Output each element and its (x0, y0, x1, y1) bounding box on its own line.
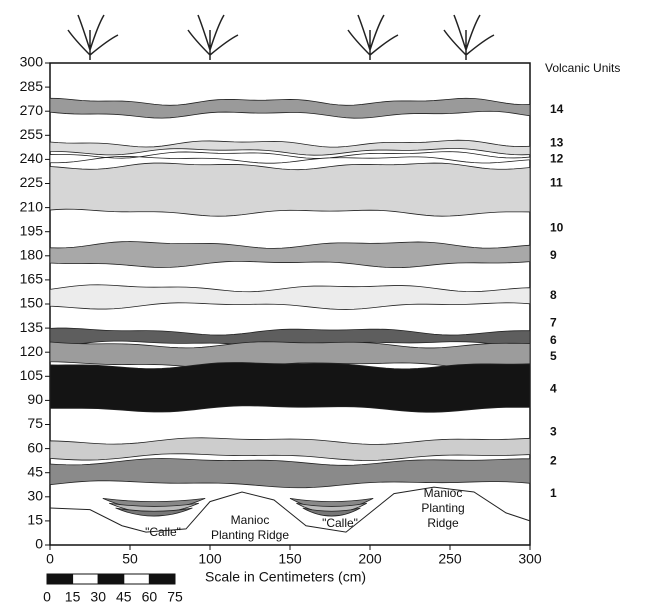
scale-bar-label: 45 (116, 589, 132, 605)
x-tick-label: 150 (278, 551, 302, 567)
scale-bar-label: 0 (43, 589, 51, 605)
layers (49, 14, 531, 533)
plant (187, 14, 239, 60)
scale-bar-segment (46, 573, 74, 585)
y-tick-label: 75 (27, 415, 43, 431)
annotation: Manioc (231, 513, 270, 527)
x-tick-label: 300 (518, 551, 542, 567)
x-tick-label: 50 (122, 551, 138, 567)
y-tick-label: 15 (27, 512, 43, 528)
unit-label: 6 (550, 333, 557, 347)
unit-label: 13 (550, 136, 564, 150)
annotation: "Calle" (322, 516, 358, 530)
y-tick-label: 0 (35, 536, 43, 552)
layer-band (49, 284, 531, 310)
labels: 0153045607590105120135150165180195210225… (20, 54, 564, 605)
scale-bar-segment (123, 573, 150, 585)
layer-band (49, 162, 531, 217)
plant (347, 14, 399, 60)
plant (67, 14, 119, 60)
y-tick-label: 270 (20, 102, 44, 118)
y-tick-label: 180 (20, 247, 44, 263)
y-tick-label: 165 (20, 271, 44, 287)
layer-band (49, 139, 531, 156)
x-axis-label: Scale in Centimeters (cm) (205, 569, 366, 585)
layer-band (49, 437, 531, 461)
annotation: Ridge (427, 516, 459, 530)
unit-label: 14 (550, 102, 564, 116)
unit-label: 11 (550, 176, 563, 190)
x-tick-label: 0 (46, 551, 54, 567)
annotation: Planting Ridge (211, 528, 289, 542)
ground-profile (49, 486, 531, 533)
y-tick-label: 45 (27, 463, 43, 479)
annotation: Planting (421, 501, 464, 515)
y-tick-label: 225 (20, 174, 44, 190)
scale-bar-label: 30 (90, 589, 106, 605)
unit-label: 5 (550, 349, 557, 363)
y-tick-label: 195 (20, 222, 44, 238)
unit-label: 4 (550, 381, 557, 395)
layer-band (49, 151, 531, 164)
scale-bar-label: 15 (65, 589, 81, 605)
y-tick-label: 60 (27, 439, 43, 455)
scale-bar-label: 60 (142, 589, 158, 605)
calle-fill (302, 507, 361, 517)
unit-label: 2 (550, 454, 557, 468)
x-tick-label: 200 (358, 551, 382, 567)
scale-bar-segment (148, 573, 176, 585)
unit-label: 1 (550, 486, 557, 500)
y-tick-label: 120 (20, 343, 44, 359)
y-tick-label: 255 (20, 126, 44, 142)
y-tick-label: 150 (20, 295, 44, 311)
unit-label: 7 (550, 315, 557, 329)
y-tick-label: 90 (27, 391, 43, 407)
scale-bar-label: 75 (167, 589, 183, 605)
scale-bar-segment (97, 573, 125, 585)
layer-band (49, 97, 531, 119)
unit-label: 8 (550, 288, 557, 302)
x-tick-label: 250 (438, 551, 462, 567)
x-tick-label: 100 (198, 551, 222, 567)
unit-label: 10 (550, 221, 564, 235)
layer-band (49, 458, 531, 489)
y-tick-label: 105 (20, 367, 44, 383)
layer-band (49, 362, 531, 413)
y-tick-label: 135 (20, 319, 44, 335)
y-tick-label: 210 (20, 198, 44, 214)
y-tick-label: 300 (20, 54, 44, 70)
unit-label: 12 (550, 152, 564, 166)
plant (443, 14, 495, 60)
unit-label: 9 (550, 248, 557, 262)
y-tick-label: 240 (20, 150, 44, 166)
annotation: Manioc (424, 486, 463, 500)
y-tick-label: 30 (27, 488, 43, 504)
scale-bar-segment (72, 573, 99, 585)
units-title: Volcanic Units (545, 61, 620, 75)
calle-fill (115, 507, 193, 517)
annotation: "Calle" (145, 525, 181, 539)
y-tick-label: 285 (20, 78, 44, 94)
layer-band (49, 241, 531, 269)
unit-label: 3 (550, 425, 557, 439)
